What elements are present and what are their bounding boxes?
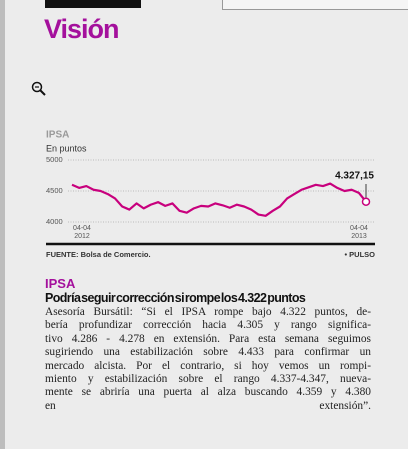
body-line: mente se abriría una puerta al alza busc… [45, 386, 371, 399]
value-label: 4.327,15 [335, 171, 374, 182]
line [71, 182, 367, 217]
top-box [222, 0, 408, 10]
chart-subtitle: En puntos [46, 143, 87, 153]
body-line: mercado alcista. Por el contrario, si ho… [45, 359, 371, 372]
x-tick-label: 04-04 2013 [350, 225, 368, 240]
zoom-icon[interactable] [30, 80, 48, 98]
body-line: en extensión”. [45, 399, 371, 412]
source: FUENTE: Bolsa de Comercio. [46, 250, 151, 259]
kicker: IPSA [45, 276, 76, 291]
chart: IPSA En puntos FUENTE: Bolsa de Comercio… [46, 130, 375, 259]
y-tick-label: 5000 [46, 155, 63, 164]
body-line: miento y estabilización sobre el rango 4… [45, 373, 371, 386]
body-line: tivo 4.286 - 4.278 en extensión. Para es… [45, 332, 371, 345]
article-body: Asesoría Bursátil: “Si el IPSA rompe baj… [45, 306, 371, 413]
body-line: sugiriendo una estabilización sobre 4.43… [45, 346, 371, 359]
body-line: Asesoría Bursátil: “Si el IPSA rompe baj… [45, 306, 371, 318]
body-line: bería profundizar corrección hacia 4.305… [45, 319, 371, 332]
end-marker [361, 197, 371, 206]
y-tick-label: 4000 [46, 217, 63, 226]
chart-title: IPSA [46, 130, 69, 141]
headline: Podría seguir corrección si rompe los 4.… [45, 291, 306, 305]
top-bar [45, 0, 141, 8]
x-tick-label: 04-04 2012 [73, 225, 91, 240]
credit: • PULSO [344, 250, 375, 259]
y-tick-label: 4500 [46, 186, 63, 195]
section-title: Visión [44, 14, 120, 44]
